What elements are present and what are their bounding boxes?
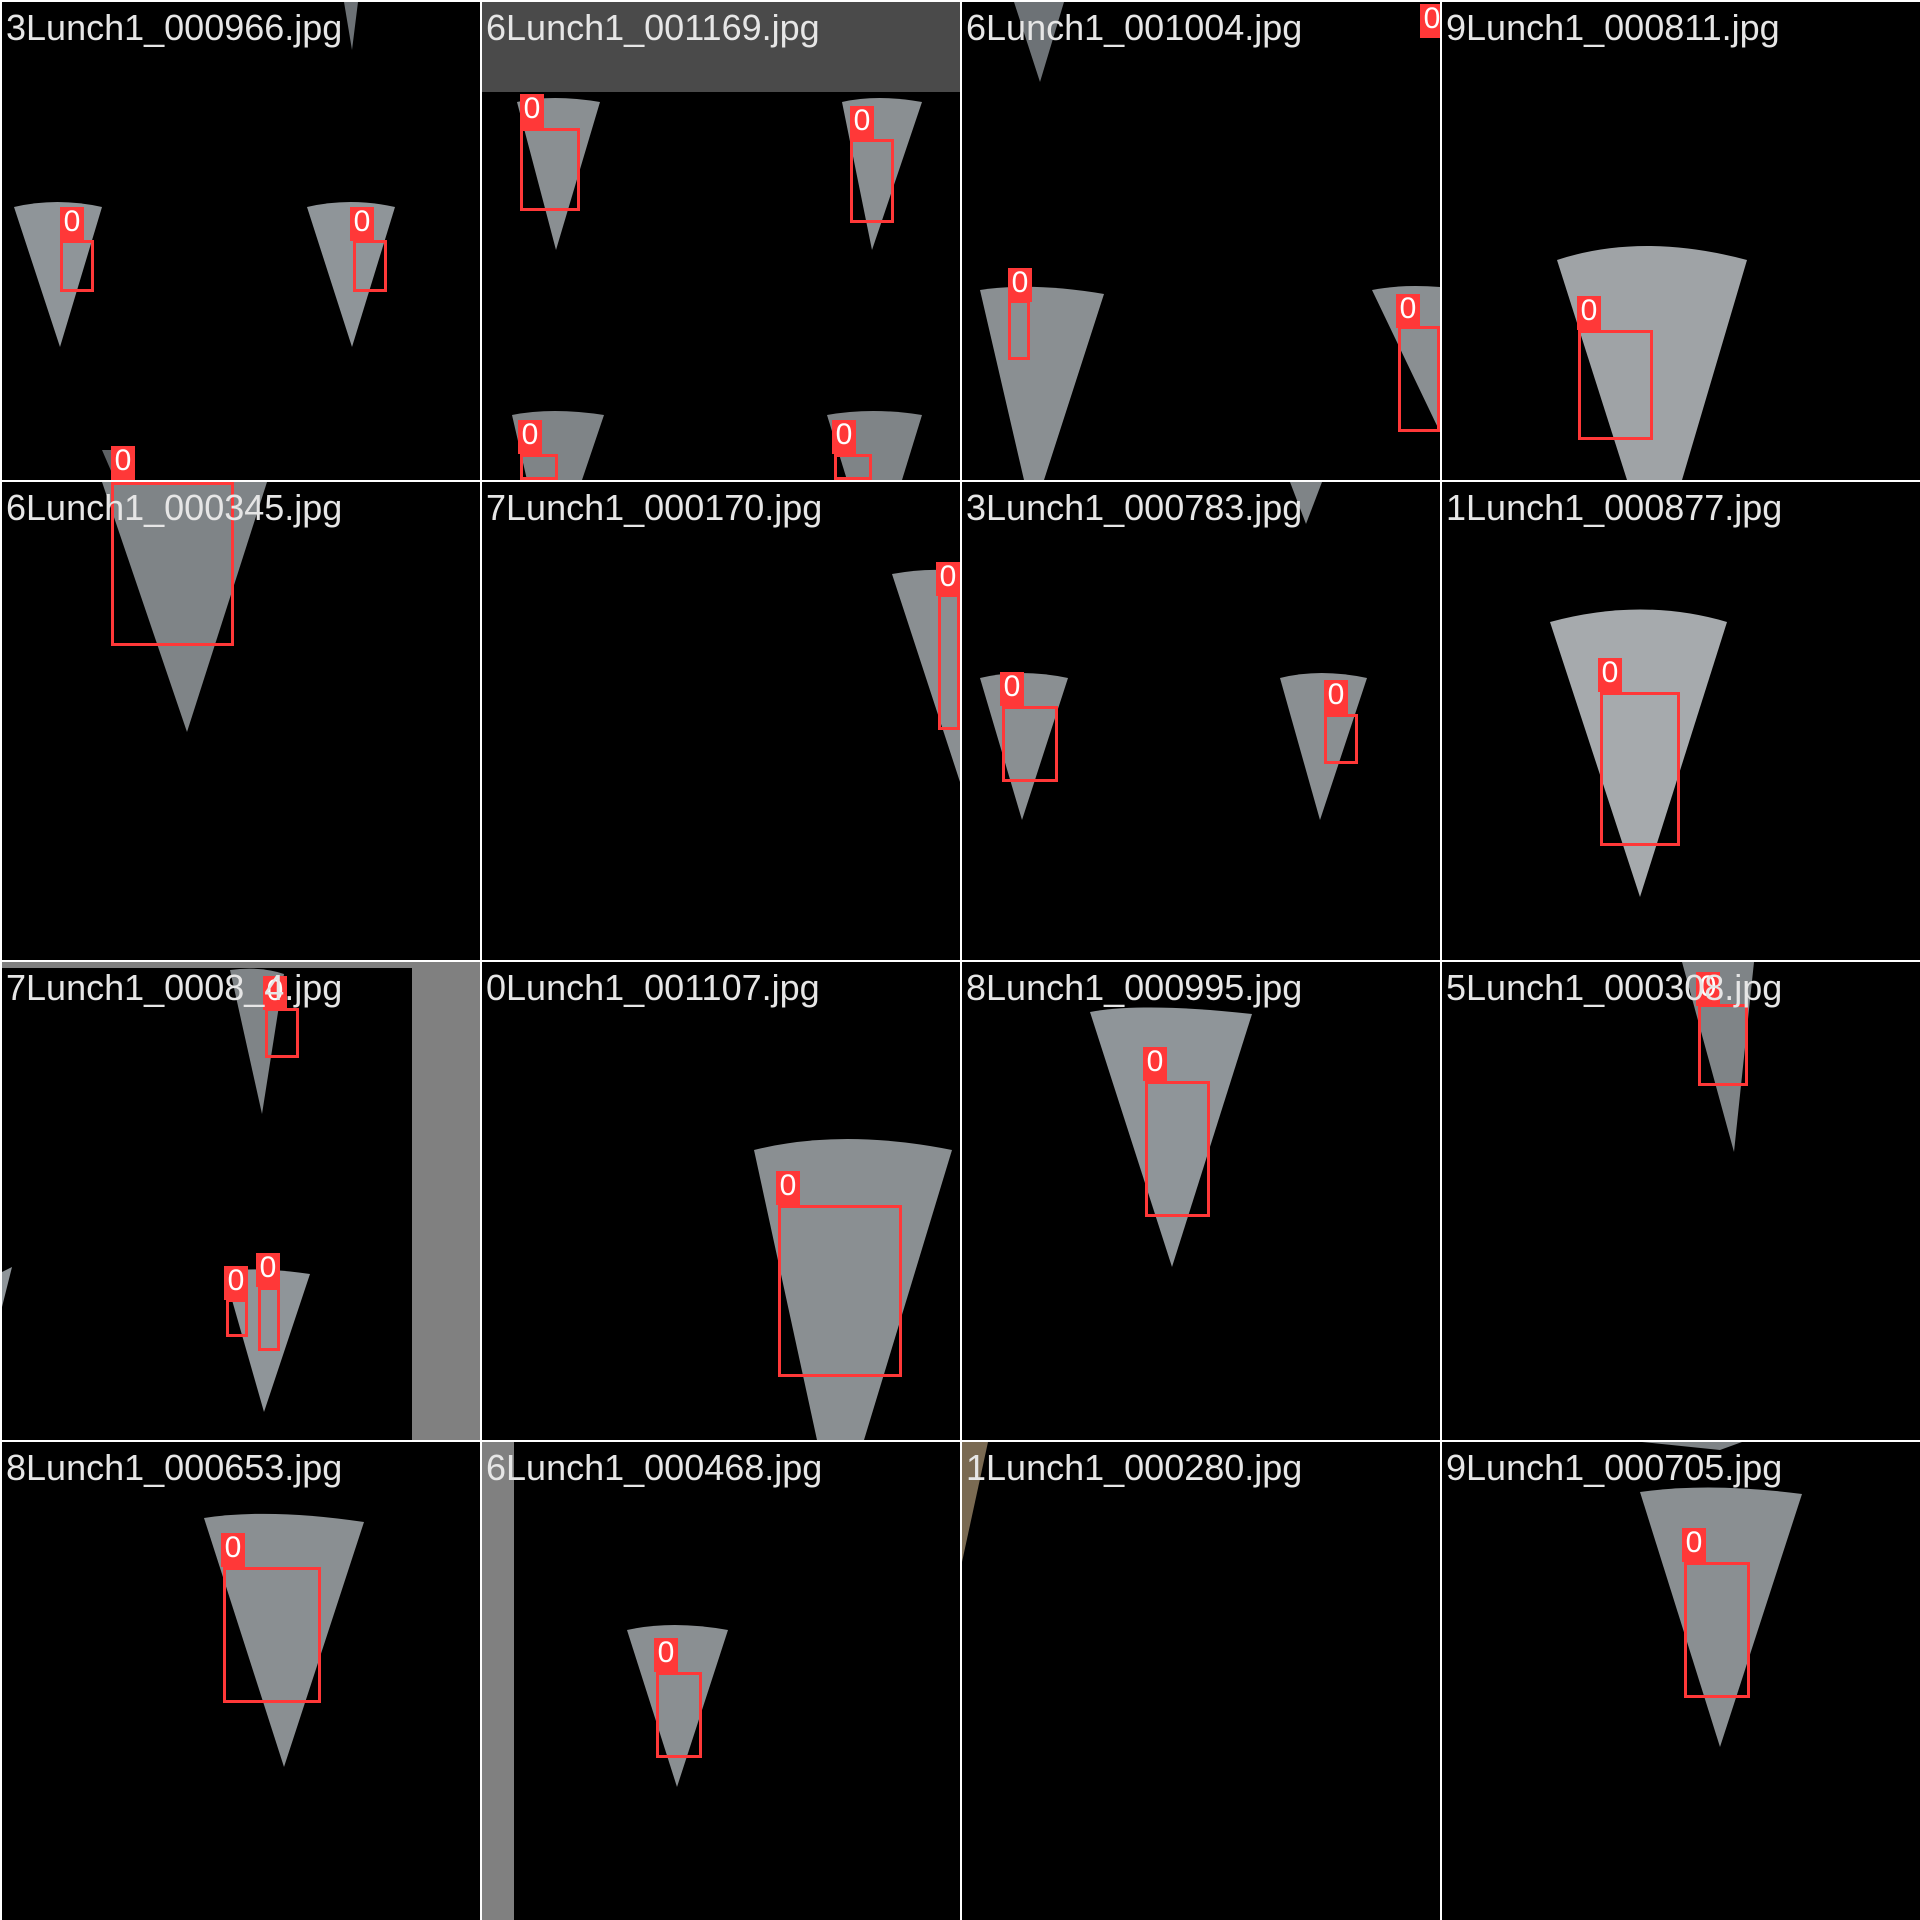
image-tile: 0Lunch1_001107.jpg 0: [482, 962, 960, 1440]
image-filename: 3Lunch1_000783.jpg: [966, 487, 1303, 528]
class-label: 0: [256, 1253, 280, 1287]
class-label: 0: [1420, 4, 1440, 38]
image-filename: 8Lunch1_000653.jpg: [6, 1447, 343, 1488]
person-bounding-box: [223, 1567, 321, 1703]
class-label: 0: [1143, 1047, 1167, 1081]
person-bounding-box: [656, 1672, 702, 1758]
person-bounding-box: [1008, 300, 1030, 360]
person-bounding-box: [520, 454, 558, 480]
image-tile: 6Lunch1_001169.jpg 0 0 0 0: [482, 2, 960, 480]
class-label: 0: [1008, 268, 1032, 302]
person-bounding-box: [353, 240, 387, 292]
fisheye-view: [1090, 1007, 1252, 1267]
class-label: 0: [1696, 972, 1720, 1006]
class-label: 0: [350, 207, 374, 241]
person-bounding-box: [111, 482, 234, 646]
class-label: 0: [654, 1638, 678, 1672]
image-tile: 1Lunch1_000877.jpg 0: [1442, 482, 1920, 960]
class-label: 0: [1000, 672, 1024, 706]
person-bounding-box: [1145, 1081, 1210, 1217]
class-label: 0: [1598, 658, 1622, 692]
class-label: 0: [1324, 680, 1348, 714]
fisheye-view: [2, 962, 480, 1440]
person-bounding-box: [1324, 714, 1358, 764]
class-label: 0: [850, 106, 874, 140]
image-tile: 6Lunch1_001004.jpg 0 0 0: [962, 2, 1440, 480]
image-tile: 9Lunch1_000811.jpg 0: [1442, 2, 1920, 480]
image-filename: 8Lunch1_000995.jpg: [966, 967, 1303, 1008]
image-tile: 1Lunch1_000280.jpg: [962, 1442, 1440, 1920]
image-filename: 7Lunch1_000170.jpg: [486, 487, 823, 528]
person-bounding-box: [850, 139, 894, 223]
class-label: 0: [111, 446, 135, 480]
image-filename: 9Lunch1_000811.jpg: [1446, 7, 1780, 48]
image-filename: 6Lunch1_001169.jpg: [486, 7, 820, 48]
person-bounding-box: [1684, 1562, 1750, 1698]
image-filename: 0Lunch1_001107.jpg: [486, 967, 820, 1008]
person-bounding-box: [520, 128, 580, 211]
class-label: 0: [60, 207, 84, 241]
image-filename: 6Lunch1_001004.jpg: [966, 7, 1303, 48]
image-filename: 6Lunch1_000468.jpg: [486, 1447, 823, 1488]
person-bounding-box: [938, 594, 960, 730]
fisheye-view: [204, 1513, 364, 1767]
class-label: 0: [520, 94, 544, 128]
image-tile: 3Lunch1_000966.jpg 0 0 0: [2, 2, 480, 480]
image-tile: 7Lunch1_0008_4.jpg 0 0 0: [2, 962, 480, 1440]
image-tile: 6Lunch1_000468.jpg 0: [482, 1442, 960, 1920]
class-label: 0: [518, 420, 542, 454]
image-filename: 7Lunch1_0008_4.jpg: [6, 967, 343, 1008]
image-tile: 5Lunch1_000308.jpg 0: [1442, 962, 1920, 1440]
fisheye-view: [962, 1442, 988, 1562]
class-label: 0: [221, 1533, 245, 1567]
person-bounding-box: [1698, 1004, 1748, 1086]
fisheye-view: [754, 1139, 952, 1440]
image-tile: 9Lunch1_000705.jpg 0: [1442, 1442, 1920, 1920]
class-label: 0: [263, 976, 287, 1010]
class-label: 0: [1396, 294, 1420, 328]
fisheye-view: [1640, 1442, 1802, 1747]
fisheye-view: [980, 2, 1440, 480]
image-filename: 6Lunch1_000345.jpg: [6, 487, 343, 528]
image-tile: 7Lunch1_000170.jpg 0: [482, 482, 960, 960]
image-tile: 3Lunch1_000783.jpg 0 0: [962, 482, 1440, 960]
class-label: 0: [1577, 296, 1601, 330]
image-filename: 9Lunch1_000705.jpg: [1446, 1447, 1783, 1488]
class-label: 0: [1682, 1528, 1706, 1562]
person-bounding-box: [1600, 692, 1680, 846]
image-filename: 1Lunch1_000877.jpg: [1446, 487, 1783, 528]
person-bounding-box: [778, 1205, 902, 1377]
fisheye-view: [482, 1442, 728, 1920]
image-tile: 8Lunch1_000995.jpg 0: [962, 962, 1440, 1440]
image-tile: 6Lunch1_000345.jpg: [2, 482, 480, 960]
fisheye-view: [1550, 609, 1727, 897]
person-bounding-box: [1398, 326, 1440, 432]
image-filename: 3Lunch1_000966.jpg: [6, 7, 343, 48]
image-tile: 8Lunch1_000653.jpg 0: [2, 1442, 480, 1920]
class-label: 0: [224, 1266, 248, 1300]
class-label: 0: [936, 562, 960, 596]
fisheye-view: [102, 482, 267, 732]
person-bounding-box: [226, 1299, 248, 1337]
fisheye-view: [892, 569, 960, 782]
person-bounding-box: [258, 1287, 280, 1351]
fisheye-view: [1682, 962, 1754, 1152]
class-label: 0: [776, 1171, 800, 1205]
image-filename: 5Lunch1_000308.jpg: [1446, 967, 1783, 1008]
class-label: 0: [832, 420, 856, 454]
person-bounding-box: [834, 454, 872, 480]
person-bounding-box: [1002, 706, 1058, 782]
person-bounding-box: [1578, 330, 1653, 440]
fisheye-view: [1557, 246, 1747, 480]
fisheye-view: [482, 2, 960, 480]
person-bounding-box: [60, 240, 94, 292]
person-bounding-box: [265, 1008, 299, 1058]
image-filename: 1Lunch1_000280.jpg: [966, 1447, 1303, 1488]
